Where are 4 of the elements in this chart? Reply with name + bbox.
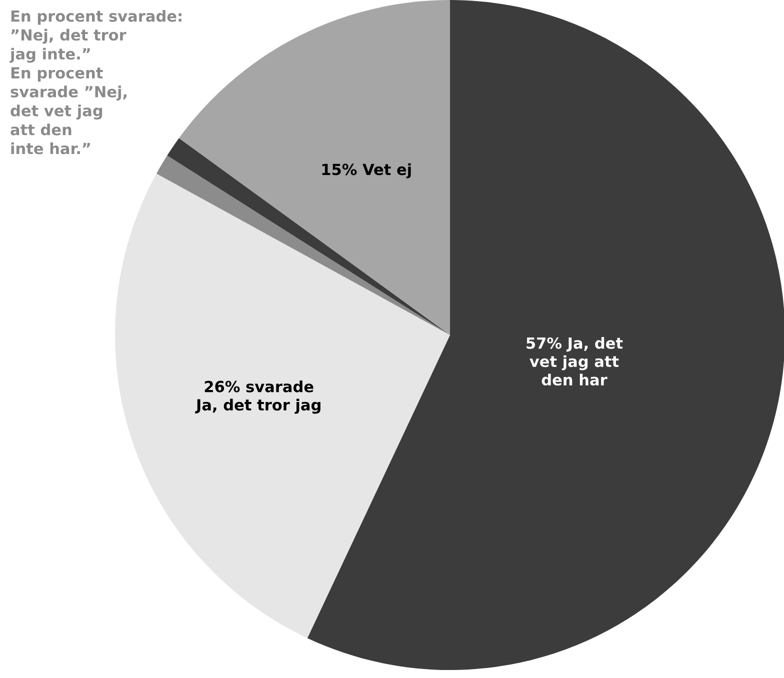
slice-label: 26% svarade Ja, det tror jag (195, 380, 320, 414)
slice-label: 15% Vet ej (322, 163, 411, 178)
slice-label: 57% Ja, det vet jag att den har (526, 337, 623, 386)
text: En procent svarade: ”Nej, det tror jag inte.” En procent svarade ”Nej, det vet jag att den inte har.” (9, 10, 182, 154)
